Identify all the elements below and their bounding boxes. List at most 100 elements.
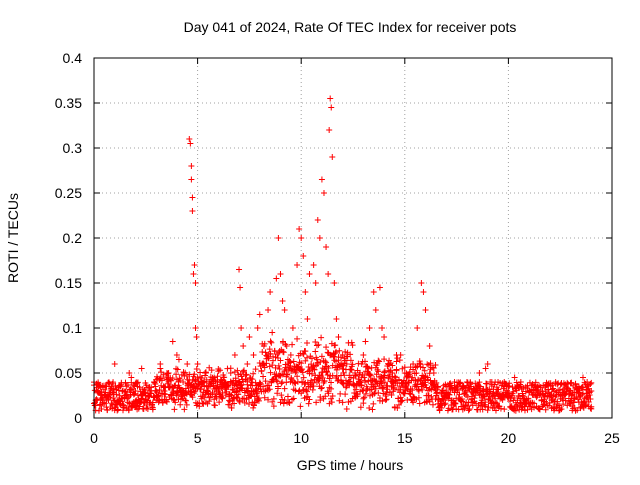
data-point [328, 379, 335, 386]
data-point [274, 378, 281, 385]
data-point [325, 271, 332, 277]
data-point [219, 390, 226, 396]
data-point [175, 356, 182, 363]
data-point [369, 406, 376, 413]
data-point [329, 372, 336, 379]
data-point [312, 348, 319, 355]
data-point [248, 391, 255, 398]
data-point [371, 390, 378, 397]
data-point [101, 392, 108, 399]
data-point [445, 405, 452, 412]
data-point [229, 386, 236, 393]
data-point [260, 343, 267, 349]
data-point [190, 271, 197, 277]
y-tick-label: 0.2 [63, 230, 83, 246]
data-point [125, 407, 132, 414]
data-point [463, 379, 470, 385]
data-point [347, 366, 354, 373]
data-point [291, 379, 298, 386]
data-point [340, 380, 347, 387]
data-point [109, 388, 116, 394]
data-point [219, 395, 226, 402]
data-point [441, 401, 448, 408]
data-point [298, 390, 305, 397]
data-point [336, 347, 343, 354]
data-point [249, 376, 256, 383]
data-point [372, 385, 379, 392]
data-point [284, 371, 291, 378]
data-point [396, 376, 402, 383]
data-point [193, 334, 200, 340]
x-tick-label: 15 [397, 430, 413, 446]
data-point [511, 395, 518, 402]
data-point [375, 390, 382, 396]
data-point [488, 379, 495, 385]
data-point [579, 384, 586, 391]
data-point [495, 386, 502, 393]
data-point [381, 379, 388, 386]
data-point [128, 374, 135, 381]
data-point [391, 373, 398, 380]
tick-labels: 0 5 10 15 20 25 0 0.05 0.1 0.15 0.2 0.25 0.3 0.35 0.4 [55, 50, 620, 446]
data-point [159, 399, 166, 406]
data-point [265, 396, 272, 403]
data-point [174, 366, 181, 373]
data-point [318, 334, 325, 341]
data-point [306, 396, 313, 403]
data-point [406, 368, 413, 375]
data-point [260, 383, 267, 390]
x-tick-label: 0 [90, 430, 98, 446]
data-point [119, 398, 126, 405]
data-point [347, 351, 354, 358]
data-point [318, 353, 325, 360]
data-point [310, 262, 317, 268]
data-point [201, 394, 208, 401]
data-point [511, 374, 518, 381]
data-point [222, 392, 229, 399]
data-point [115, 397, 122, 403]
data-point [163, 397, 170, 404]
data-point [207, 394, 214, 401]
data-point [148, 384, 155, 391]
data-point [294, 373, 301, 380]
data-point [430, 370, 437, 376]
data-point [381, 369, 388, 376]
data-point [241, 399, 248, 406]
data-point [198, 379, 205, 385]
data-point [434, 383, 441, 390]
data-point [267, 289, 274, 295]
data-point [325, 390, 332, 397]
data-point [176, 384, 183, 391]
data-point [310, 383, 317, 390]
data-point [484, 407, 491, 414]
data-point [506, 380, 513, 387]
data-point [376, 358, 383, 365]
data-point [296, 226, 303, 232]
data-point [273, 275, 280, 282]
data-point [428, 386, 435, 393]
data-point [575, 383, 582, 390]
x-tick-label: 20 [501, 430, 517, 446]
data-point [161, 388, 168, 394]
data-point [393, 358, 400, 365]
data-point [308, 355, 315, 362]
data-point [181, 406, 188, 413]
data-point [533, 394, 540, 401]
data-point [299, 366, 306, 373]
data-point [169, 338, 176, 345]
data-point [360, 400, 367, 407]
data-point [452, 400, 459, 407]
data-point [362, 377, 369, 384]
data-point [362, 390, 369, 397]
data-point [389, 362, 396, 369]
data-point [520, 393, 527, 400]
data-point [394, 405, 401, 411]
x-axis-label: GPS time / hours [297, 457, 404, 473]
data-point [379, 325, 386, 331]
data-point [277, 357, 284, 364]
data-point [149, 404, 156, 411]
data-point [227, 370, 234, 376]
data-point [284, 393, 291, 400]
data-point [241, 367, 248, 374]
